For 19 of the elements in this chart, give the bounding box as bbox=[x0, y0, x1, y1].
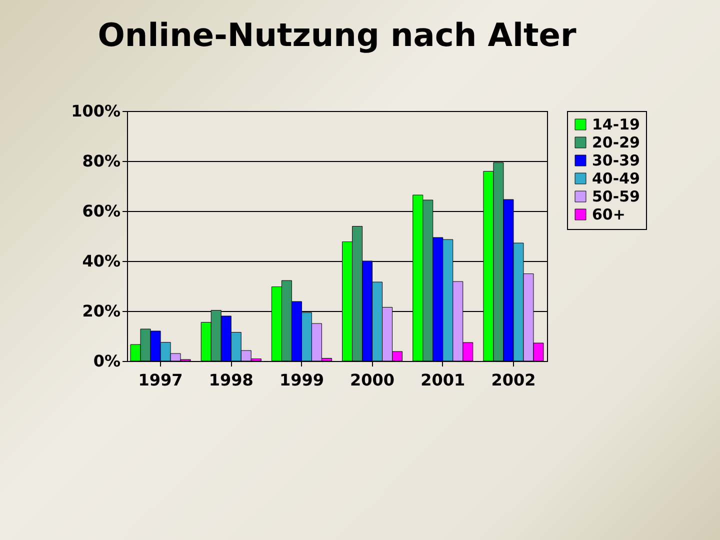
legend-label: 20-29 bbox=[592, 134, 640, 152]
x-tick-label: 1997 bbox=[138, 370, 183, 390]
y-tick-label: 80% bbox=[82, 152, 120, 170]
x-tick-label: 2002 bbox=[491, 370, 536, 390]
x-tick-label: 1998 bbox=[208, 370, 254, 390]
x-tick-label: 1999 bbox=[279, 370, 324, 390]
legend-label: 14-19 bbox=[592, 116, 640, 134]
legend-label: 60+ bbox=[592, 206, 626, 224]
y-tick-label: 40% bbox=[82, 252, 120, 270]
x-tick-label: 2001 bbox=[420, 370, 466, 390]
x-tick-label: 2000 bbox=[350, 370, 395, 390]
legend-label: 30-39 bbox=[592, 152, 640, 170]
y-tick-label: 60% bbox=[82, 202, 120, 220]
y-tick-label: 0% bbox=[93, 352, 120, 370]
y-tick-label: 100% bbox=[71, 102, 120, 120]
y-tick-label: 20% bbox=[82, 302, 120, 320]
chart-title: Online-Nutzung nach Alter bbox=[98, 16, 576, 54]
legend-label: 50-59 bbox=[592, 188, 640, 206]
legend-label: 40-49 bbox=[592, 170, 640, 188]
